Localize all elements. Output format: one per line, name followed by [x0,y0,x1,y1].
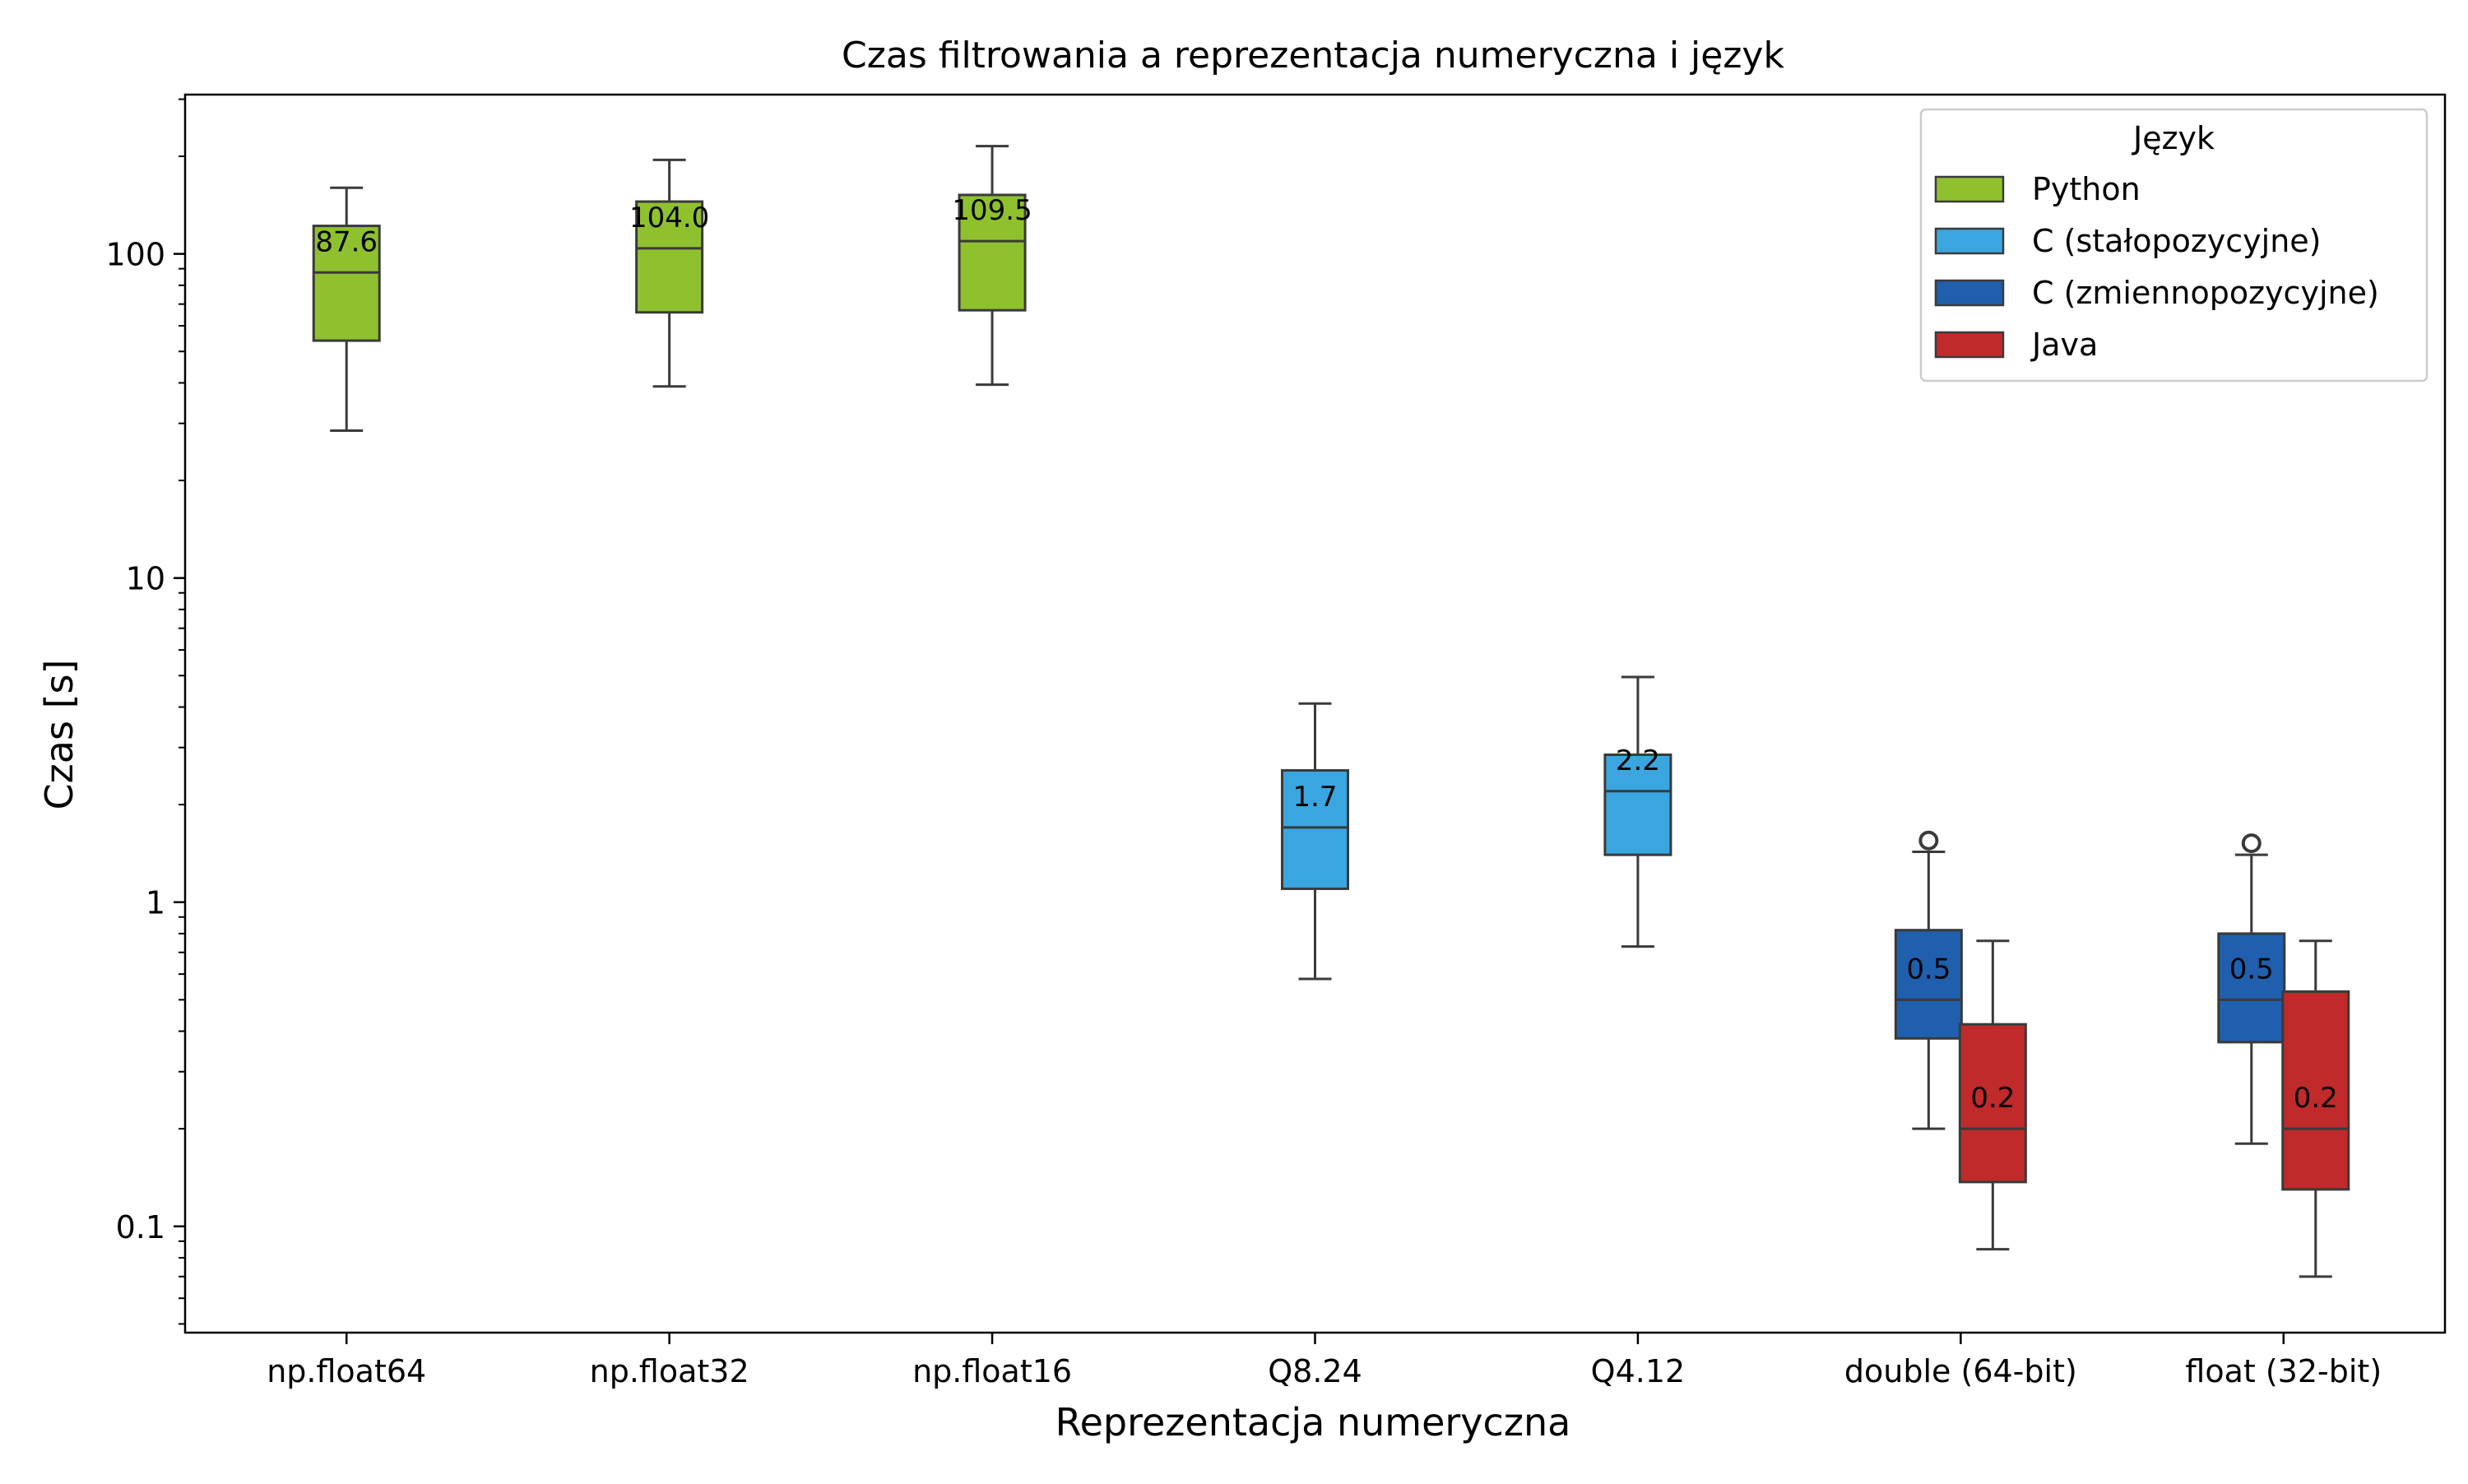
median-label: 1.7 [1292,781,1337,814]
y-tick-label: 1 [146,885,165,921]
box-c-sta-opozycyjne-: 1.7 [1281,702,1349,981]
box-c-zmiennopozycyjne-: 0.5 [1894,830,1963,1130]
y-tick-label: 0.1 [116,1209,165,1245]
legend-label: C (zmiennopozycyjne) [2032,275,2379,311]
x-tick-label: Q4.12 [1591,1353,1686,1389]
legend-title: Język [2132,120,2215,156]
legend-swatch [1934,175,2005,203]
y-tick-label: 100 [105,237,165,273]
plot-area: 0.1 1 10 100 np.float64 np.float32 np.float16 Q… [105,93,2447,1389]
y-axis-label: Czas [s] [37,660,81,810]
box-python: 87.6 [312,186,381,432]
box-iqr [1958,1023,2027,1184]
box-python: 104.0 [629,158,709,388]
median-label: 104.0 [629,202,709,234]
median-label: 0.5 [2229,953,2274,985]
box-java: 0.2 [1958,939,2027,1251]
x-tick-label: float (32-bit) [2185,1353,2382,1389]
median-label: 109.5 [952,194,1032,227]
box-iqr [2281,990,2350,1191]
x-tick-label: Q8.24 [1268,1353,1362,1389]
median-label: 0.5 [1906,953,1951,985]
box-c-sta-opozycyjne-: 2.2 [1603,675,1672,948]
box-iqr [1603,753,1672,856]
legend-item: C (stałopozycyjne) [1934,223,2322,259]
box-iqr [635,200,704,314]
legend-swatch [1934,227,2005,255]
legend-label: C (stałopozycyjne) [2032,223,2322,259]
outlier-point [2241,833,2262,854]
median-label: 0.2 [1970,1082,2015,1115]
legend-swatch [1934,279,2005,307]
legend-item: Python [1934,171,2141,207]
legend-label: Java [2030,327,2098,363]
legend-box [1919,108,2429,383]
box-java: 0.2 [2281,939,2350,1278]
median-label: 2.2 [1616,744,1660,777]
chart-title: Czas filtrowania a reprezentacja numeryc… [842,35,1784,77]
y-tick-label: 10 [126,561,165,597]
x-tick-label: np.float16 [912,1353,1072,1389]
median-label: 0.2 [2294,1082,2338,1115]
legend-item: C (zmiennopozycyjne) [1934,275,2379,311]
box-iqr [1894,929,1963,1040]
box-iqr [1281,769,1349,890]
box-c-zmiennopozycyjne-: 0.5 [2217,833,2286,1145]
x-tick-label: np.float32 [590,1353,749,1389]
median-label: 87.6 [315,225,378,258]
box-python: 109.5 [952,145,1032,387]
legend-swatch [1934,331,2005,359]
box-iqr [312,225,381,342]
x-axis-label: Reprezentacja numeryczna [1055,1400,1571,1445]
legend-item: Java [1934,327,2098,363]
x-tick-label: np.float64 [267,1353,426,1389]
outlier-point [1918,830,1939,851]
legend: Język Python C (stałopozycyjne) C (zmiennop… [1919,108,2429,383]
x-tick-label: double (64-bit) [1844,1353,2077,1389]
legend-label: Python [2032,171,2141,207]
plot-frame [183,93,2447,1334]
box-iqr [958,193,1027,312]
box-iqr [2217,932,2286,1044]
